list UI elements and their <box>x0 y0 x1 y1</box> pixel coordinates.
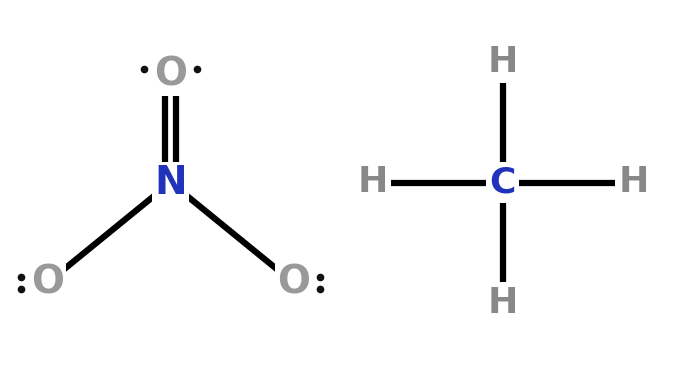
Text: O: O <box>277 264 310 302</box>
Text: H: H <box>357 165 388 200</box>
Text: H: H <box>618 165 649 200</box>
Text: C: C <box>489 165 516 200</box>
Text: N: N <box>155 164 187 201</box>
Text: H: H <box>487 45 518 79</box>
Text: O: O <box>31 264 64 302</box>
Text: O: O <box>154 56 187 94</box>
Text: H: H <box>487 286 518 320</box>
